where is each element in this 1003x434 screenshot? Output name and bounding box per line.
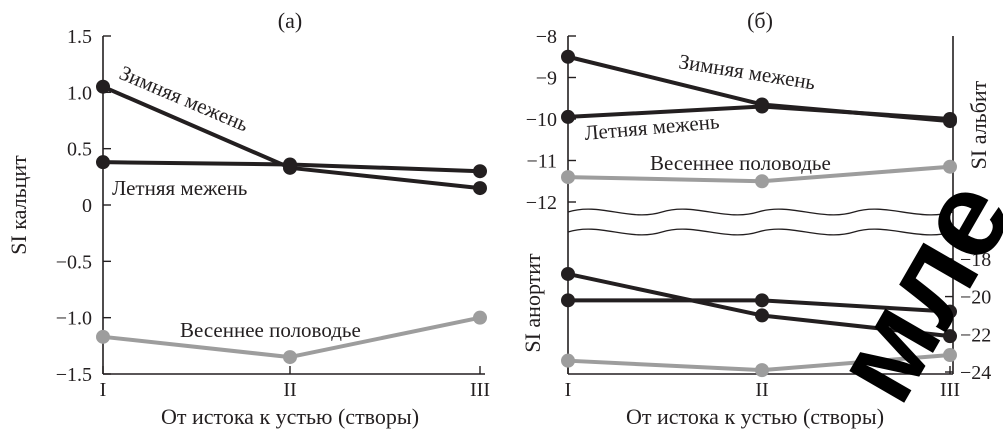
- panel-b: (б) SI анортит SI альбит От истока к уст…: [520, 8, 991, 429]
- panel-a-data-point: [283, 157, 297, 172]
- panel-a-data-point: [473, 181, 487, 196]
- panel-b-top-data-point: [561, 49, 575, 64]
- panel-a-y-ticks: 1.5 1.0 0.5 0 −0.5 −1.0 −1.5: [56, 26, 111, 386]
- panel-a-data-point: [473, 164, 487, 179]
- panel-a-y-tick-label: −1.0: [56, 308, 92, 330]
- panel-a-data-point: [96, 79, 110, 94]
- panel-b-top-data-point: [943, 112, 957, 126]
- panel-a-y-tick-label: 1.0: [67, 82, 92, 104]
- panel-b-y-tick-label: −11: [526, 151, 557, 173]
- panel-b-bottom-data-point: [755, 293, 769, 308]
- panel-a-data-point: [473, 310, 487, 325]
- panel-b-axis-break-top: [567, 208, 954, 216]
- panel-a-data-point: [96, 155, 110, 170]
- panel-a-label-spring: Весеннее половодье: [180, 318, 361, 342]
- panel-a-y-tick-label: −1.5: [56, 364, 92, 386]
- panel-a: (а) SI кальцит От истока к устью (створы…: [6, 8, 490, 429]
- panel-b-right-tick-label: −24: [960, 362, 991, 384]
- panel-b-right-ticks: −18 −20 −22 −24: [945, 249, 991, 384]
- panel-a-x-tick-label: I: [100, 379, 107, 401]
- panel-b-bottom-data-point: [561, 266, 575, 281]
- panel-a-series: [96, 79, 487, 365]
- panel-a-label-winter: Зимняя межень: [116, 61, 252, 137]
- panel-a-data-point: [96, 329, 110, 344]
- panel-b-top-data-point: [755, 99, 769, 114]
- panel-a-y-tick-label: 1.5: [67, 26, 92, 48]
- panel-b-top-data-point: [943, 159, 957, 174]
- panel-b-x-tick-label: I: [565, 379, 572, 401]
- panel-a-label-summer: Летняя межень: [112, 176, 247, 200]
- panel-b-x-tick-label: III: [940, 379, 960, 401]
- panel-b-top-data-point: [561, 109, 575, 124]
- panel-a-x-tick-label: II: [283, 379, 296, 401]
- panel-b-right-tick-label: −18: [960, 249, 991, 271]
- panel-b-y-tick-label: −10: [526, 109, 557, 131]
- panel-b-right-tick-label: −22: [960, 324, 991, 346]
- panel-a-x-ticks: I II III: [100, 366, 490, 401]
- panel-a-label: (а): [278, 8, 302, 33]
- panel-b-series: [561, 49, 957, 378]
- panel-b-top-data-point: [561, 170, 575, 185]
- panel-a-y-tick-label: 0: [82, 195, 92, 217]
- panel-b-x-tick-label: II: [755, 379, 768, 401]
- panel-b-bottom-data-point: [755, 363, 769, 378]
- panel-b-bottom-data-point: [755, 308, 769, 323]
- panel-a-x-tick-label: III: [470, 379, 490, 401]
- panel-a-y-tick-label: −0.5: [56, 251, 92, 273]
- panel-b-y-tick-label: −12: [526, 192, 557, 214]
- panel-b-bottom-data-point: [561, 293, 575, 308]
- panel-b-bottom-data-point: [561, 353, 575, 368]
- panel-b-top-data-point: [755, 174, 769, 189]
- panel-a-y-axis-title: SI кальцит: [6, 155, 31, 255]
- panel-b-bottom-data-point: [943, 329, 957, 344]
- panel-b-y-tick-label: −8: [536, 26, 557, 48]
- panel-a-x-axis-title: От истока к устью (створы): [161, 404, 419, 429]
- panel-b-y-ticks: −8 −9 −10 −11 −12: [526, 26, 576, 214]
- panel-a-data-point: [283, 350, 297, 365]
- panel-b-bottom-data-point: [943, 304, 957, 319]
- panel-b-bottom-data-point: [943, 348, 957, 363]
- panel-b-x-axis-title: От истока к устью (створы): [626, 404, 884, 429]
- panel-b-label-spring: Весеннее половодье: [650, 151, 831, 175]
- panel-a-y-tick-label: 0.5: [67, 139, 92, 161]
- panel-b-y-axis-title-right: SI альбит: [966, 80, 991, 169]
- panel-b-right-tick-label: −20: [960, 287, 991, 309]
- panel-b-axis-break-bottom: [567, 228, 954, 236]
- panel-b-y-axis-title-bottom: SI анортит: [520, 253, 545, 353]
- panel-b-y-tick-label: −9: [536, 68, 557, 90]
- panel-b-label: (б): [747, 8, 773, 33]
